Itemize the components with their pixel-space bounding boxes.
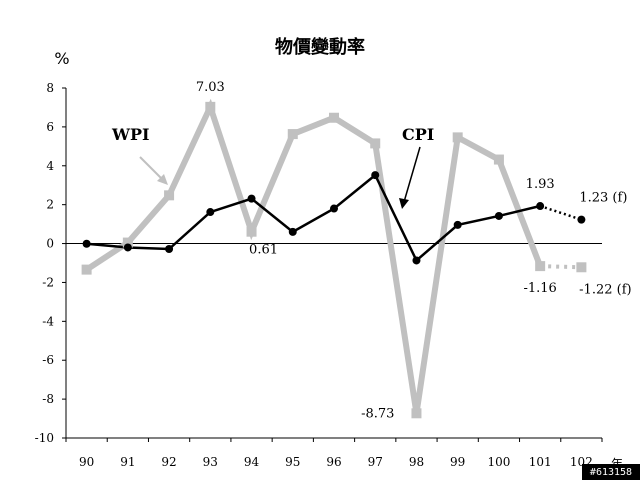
chart-title: 物價變動率 — [275, 36, 365, 58]
cpi-legend-callout: CPI — [399, 125, 434, 209]
wpi-legend-callout: WPI — [111, 125, 168, 185]
y-tick-label: -2 — [42, 275, 54, 289]
wpi-series-label: WPI — [111, 125, 149, 144]
wpi-arrow-icon — [139, 156, 165, 182]
x-tick-labels: 90 91 92 93 94 95 96 97 98 99 100 101 102 — [79, 455, 593, 469]
x-tick-label: 97 — [368, 455, 383, 469]
wpi-point — [535, 261, 546, 272]
cpi-point — [82, 239, 91, 248]
y-tick-label: 4 — [46, 159, 54, 173]
x-tick-label: 100 — [487, 455, 510, 469]
data-label: 7.03 — [196, 80, 225, 95]
x-tick-label: 99 — [450, 455, 465, 469]
data-label: -1.16 — [523, 281, 556, 296]
series-markers — [81, 101, 587, 419]
wpi-point — [122, 237, 133, 248]
y-tick-labels: 8 6 4 2 0 -2 -4 -6 -8 -10 — [35, 81, 55, 445]
data-label: 1.23 (f) — [579, 191, 627, 206]
x-tick-label: 93 — [203, 455, 218, 469]
data-label: -8.73 — [361, 406, 394, 421]
y-tick-label: -6 — [42, 353, 54, 367]
cpi-point — [330, 204, 338, 213]
wpi-point — [452, 132, 463, 143]
x-tick-label: 95 — [285, 455, 300, 469]
watermark-box — [582, 464, 640, 480]
cpi-arrow-icon — [403, 146, 421, 203]
wpi-point — [329, 112, 339, 123]
watermark-id: #613158 — [590, 467, 632, 478]
cpi-point — [123, 243, 132, 252]
wpi-point — [246, 226, 257, 237]
x-tick-label: 96 — [326, 455, 341, 469]
cpi-point — [206, 208, 215, 217]
cpi-point — [288, 227, 297, 236]
cpi-point — [371, 171, 380, 180]
cpi-point — [412, 256, 421, 265]
cpi-series-label: CPI — [402, 125, 434, 144]
x-tick-label: 94 — [244, 455, 260, 469]
cpi-arrow-head-icon — [399, 198, 409, 209]
wpi-forecast-line — [540, 264, 582, 270]
x-tick-label: 90 — [79, 455, 94, 469]
cpi-point — [577, 215, 586, 224]
cpi-point — [536, 202, 545, 211]
wpi-point — [576, 262, 587, 273]
cpi-point — [494, 211, 503, 220]
y-tick-label: 2 — [46, 198, 54, 212]
cpi-series-line — [86, 173, 541, 263]
wpi-point — [370, 138, 381, 149]
axes — [62, 87, 603, 442]
x-tick-label: 92 — [161, 455, 176, 469]
y-tick-label: -4 — [42, 314, 54, 328]
wpi-point — [411, 408, 422, 419]
cpi-point — [247, 194, 256, 203]
cpi-point — [453, 220, 462, 229]
y-tick-label: 8 — [46, 81, 54, 95]
x-tick-label: 101 — [529, 455, 552, 469]
data-label: 0.61 — [249, 243, 278, 258]
y-tick-label: -10 — [35, 431, 54, 445]
wpi-point — [287, 129, 298, 140]
series-lines — [84, 98, 582, 414]
wpi-point — [205, 101, 216, 112]
x-tick-label: 91 — [120, 455, 135, 469]
y-tick-label: 6 — [46, 120, 54, 134]
data-label: 1.93 — [526, 177, 555, 192]
cpi-forecast-line — [539, 204, 582, 221]
y-axis-unit: % — [54, 49, 69, 68]
y-tick-label: -8 — [42, 392, 54, 406]
data-labels: 7.03 0.61 -8.73 -1.16 -1.22 (f) 1.93 1.23 (f) — [196, 80, 632, 421]
cpi-point — [165, 245, 174, 253]
wpi-point — [164, 190, 175, 201]
wpi-point — [493, 154, 504, 165]
wpi-point — [81, 264, 92, 275]
wpi-arrow-head-icon — [157, 174, 168, 185]
data-label: -1.22 (f) — [579, 282, 631, 297]
wpi-series-line — [84, 98, 543, 414]
x-tick-label: 98 — [409, 455, 424, 469]
y-tick-label: 0 — [46, 237, 54, 251]
